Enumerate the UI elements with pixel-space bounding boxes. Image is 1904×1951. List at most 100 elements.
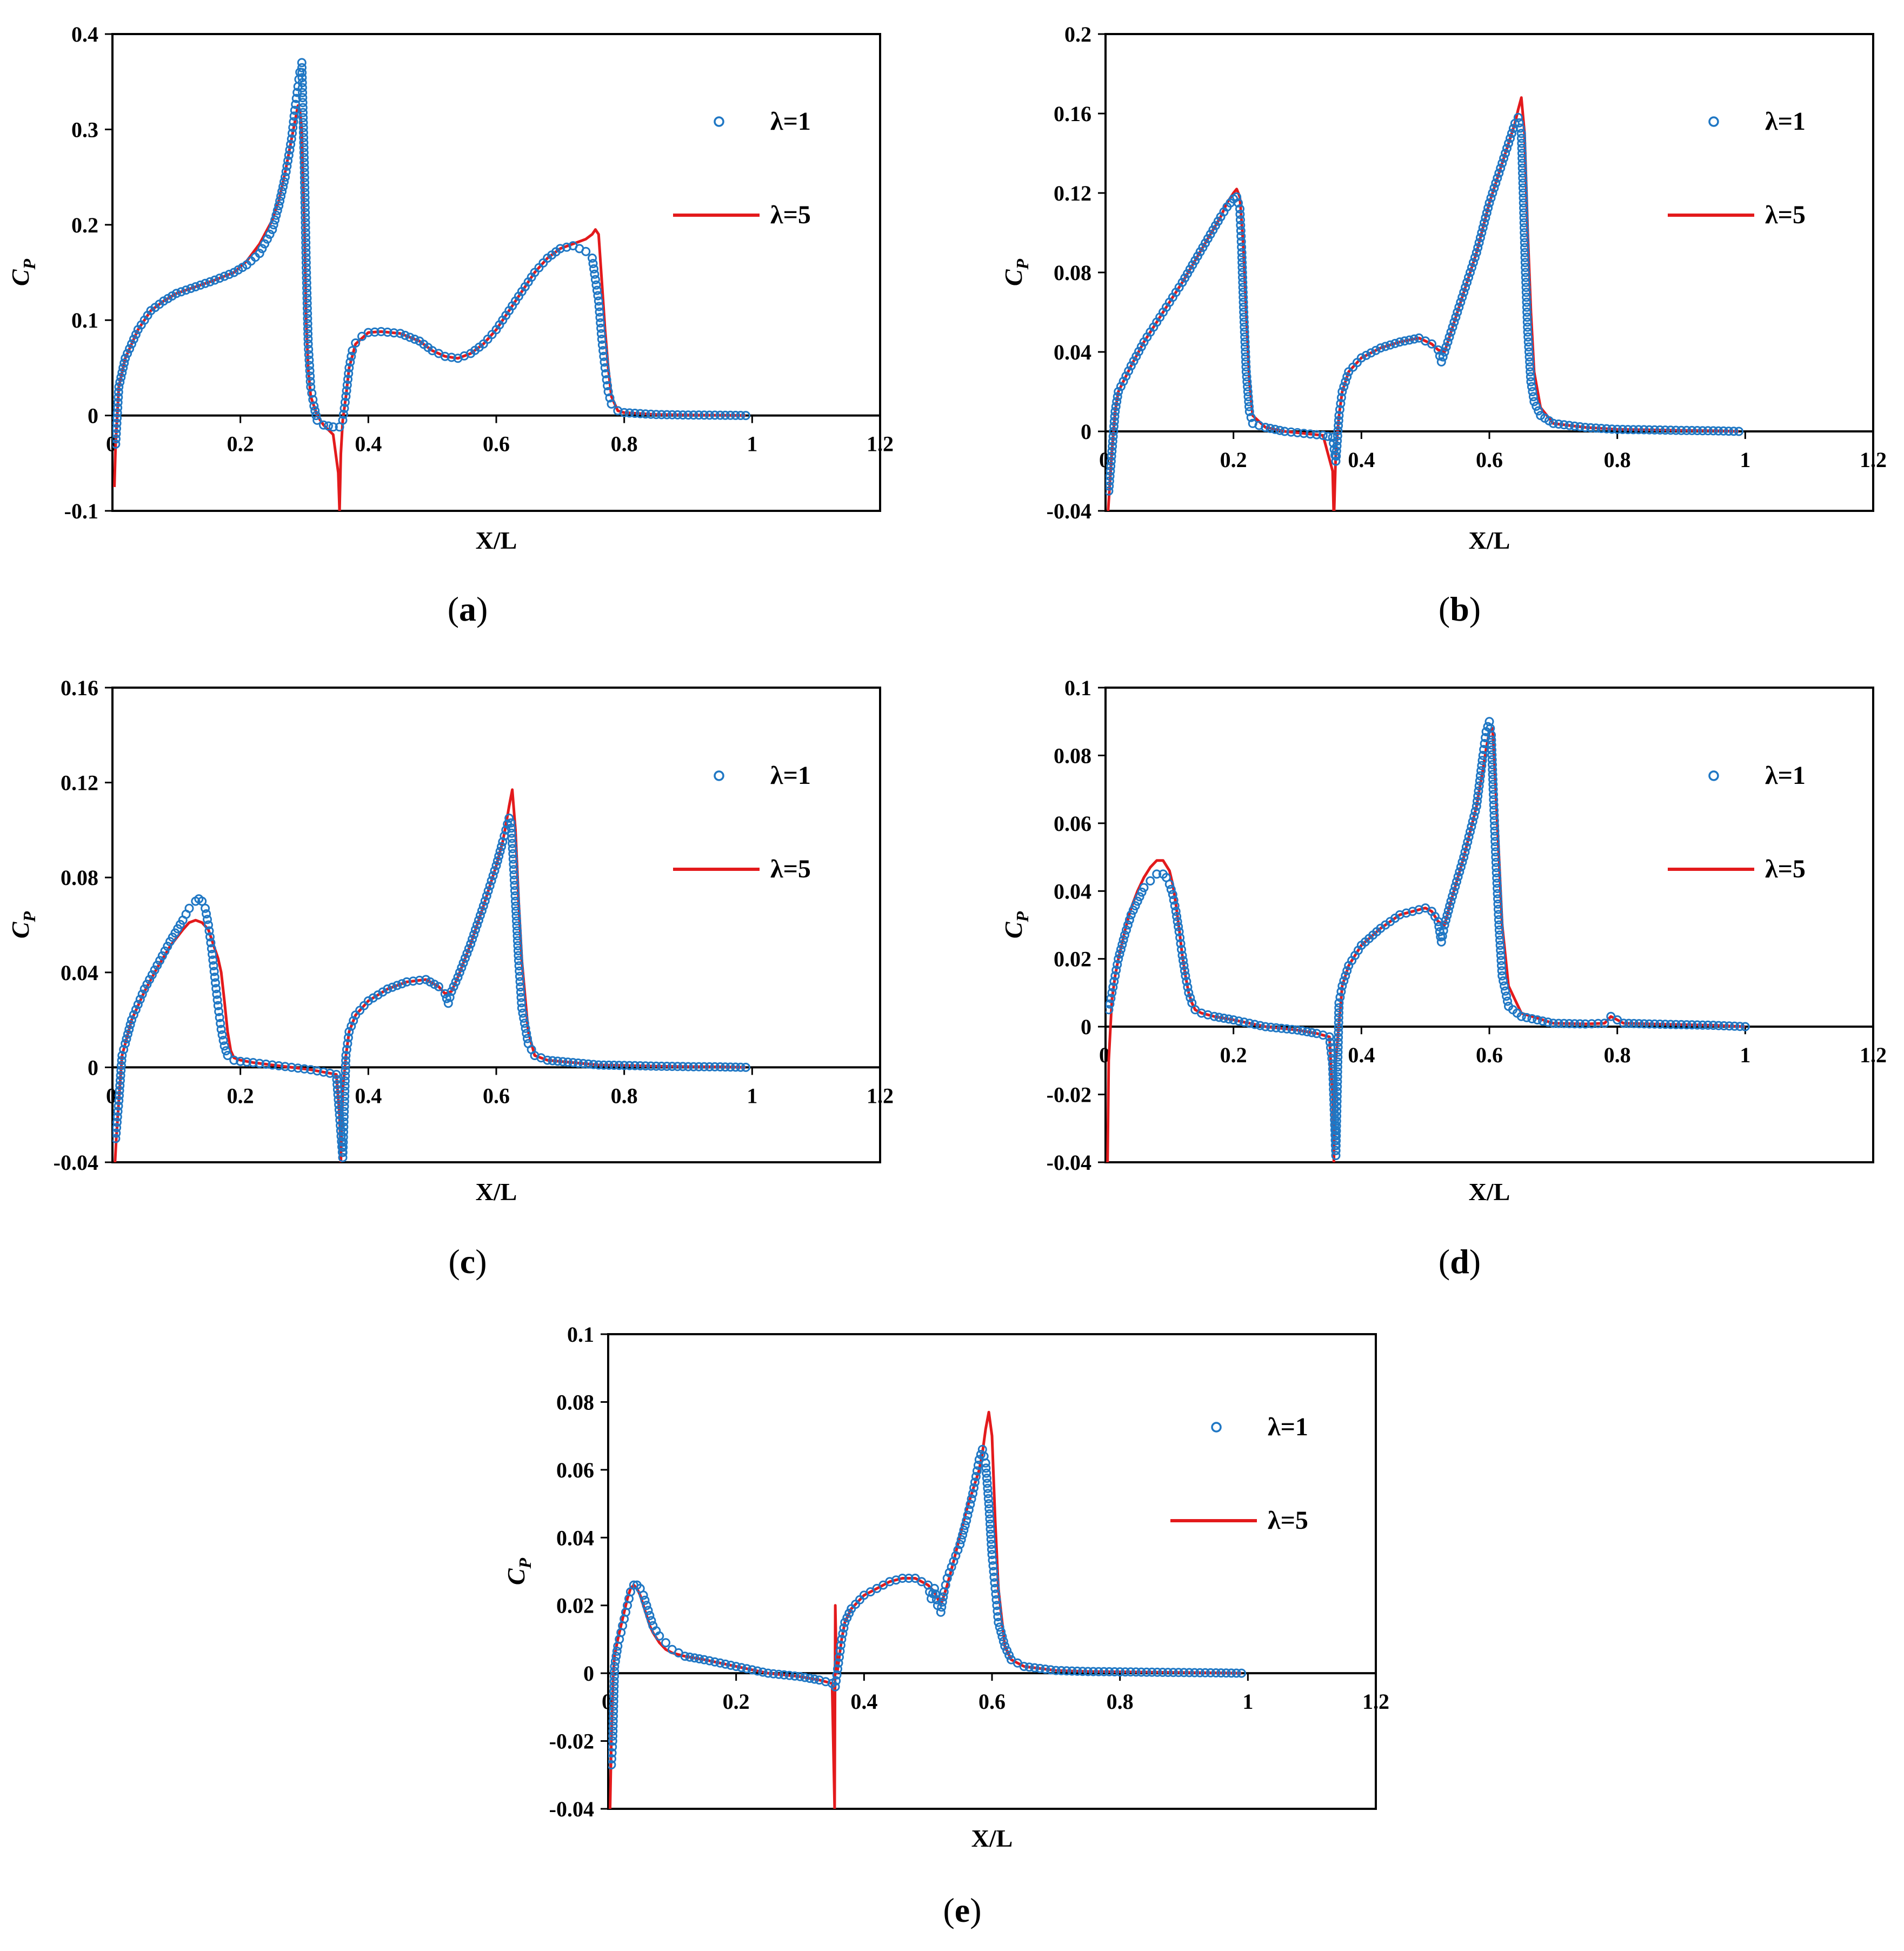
data-point-lambda1 — [405, 332, 415, 342]
data-point-lambda1 — [1488, 770, 1497, 780]
data-point-lambda1 — [298, 88, 308, 97]
data-point-lambda1 — [1487, 735, 1496, 745]
data-point-lambda1 — [1493, 899, 1503, 909]
data-point-lambda1 — [301, 223, 310, 232]
data-point-lambda1 — [113, 403, 123, 412]
data-point-lambda1 — [753, 1666, 762, 1676]
data-point-lambda1 — [458, 958, 468, 968]
data-point-lambda1 — [1334, 1003, 1344, 1013]
data-point-lambda1 — [667, 410, 677, 420]
y-tick-label: 0 — [88, 404, 98, 428]
data-point-lambda1 — [704, 410, 714, 420]
data-point-lambda1 — [1177, 945, 1186, 954]
data-point-lambda1 — [1526, 367, 1535, 377]
data-point-lambda1 — [736, 1062, 745, 1072]
data-point-lambda1 — [1332, 451, 1341, 461]
data-point-lambda1 — [1244, 397, 1254, 407]
data-point-lambda1 — [1602, 424, 1612, 434]
data-point-lambda1 — [1735, 1022, 1745, 1031]
x-tick-label: 0.4 — [1348, 1043, 1375, 1067]
data-point-lambda1 — [302, 263, 311, 272]
y-axis-title-main: C — [1000, 921, 1027, 938]
data-point-lambda1 — [1693, 1020, 1702, 1030]
data-point-lambda1 — [292, 88, 302, 97]
data-point-lambda1 — [219, 1041, 229, 1051]
data-point-lambda1 — [262, 234, 272, 244]
y-axis-title-subscript: P — [515, 1557, 535, 1569]
data-point-lambda1 — [344, 369, 354, 378]
data-point-lambda1 — [1241, 362, 1251, 372]
data-point-lambda1 — [1613, 424, 1622, 434]
data-point-lambda1 — [574, 1058, 583, 1068]
data-point-lambda1 — [477, 906, 487, 916]
y-tick-label: 0.06 — [556, 1458, 594, 1482]
data-point-lambda1 — [1491, 178, 1501, 188]
data-point-lambda1 — [1331, 1141, 1341, 1150]
data-point-lambda1 — [1521, 268, 1530, 277]
data-point-lambda1 — [1169, 895, 1179, 905]
data-point-lambda1 — [301, 208, 310, 217]
x-tick-label: 1.2 — [1860, 448, 1887, 472]
data-point-lambda1 — [305, 361, 314, 370]
data-point-lambda1 — [609, 1701, 618, 1711]
data-point-lambda1 — [721, 1659, 730, 1669]
data-point-lambda1 — [596, 329, 606, 338]
data-point-lambda1 — [255, 249, 264, 258]
data-point-lambda1 — [297, 73, 307, 83]
data-point-lambda1 — [338, 1142, 348, 1152]
data-point-lambda1 — [949, 1556, 958, 1566]
data-point-lambda1 — [830, 1682, 840, 1692]
data-point-lambda1 — [583, 1059, 593, 1069]
data-point-lambda1 — [205, 932, 215, 942]
data-point-lambda1 — [612, 1646, 622, 1656]
data-point-lambda1 — [1409, 334, 1419, 344]
data-point-lambda1 — [1109, 427, 1119, 436]
data-point-lambda1 — [305, 371, 315, 381]
data-point-lambda1 — [904, 1574, 914, 1583]
data-point-lambda1 — [1538, 1016, 1548, 1026]
data-point-lambda1 — [117, 1051, 127, 1060]
data-point-lambda1 — [1650, 425, 1660, 435]
data-point-lambda1 — [657, 1061, 667, 1071]
data-point-lambda1 — [1381, 342, 1390, 351]
data-point-lambda1 — [1119, 376, 1128, 386]
data-point-lambda1 — [835, 1652, 844, 1662]
data-point-lambda1 — [951, 1551, 961, 1561]
data-point-lambda1 — [184, 903, 194, 913]
data-point-lambda1 — [1019, 1662, 1029, 1672]
data-point-lambda1 — [112, 1128, 121, 1138]
data-point-lambda1 — [1489, 795, 1499, 804]
data-point-lambda1 — [1506, 134, 1515, 143]
data-point-lambda1 — [543, 1055, 552, 1065]
y-tick-label: 0 — [1081, 420, 1091, 444]
data-point-lambda1 — [383, 984, 392, 994]
data-point-lambda1 — [662, 410, 672, 420]
data-point-lambda1 — [300, 178, 309, 188]
data-point-lambda1 — [196, 280, 205, 290]
data-point-lambda1 — [1687, 425, 1697, 435]
data-point-lambda1 — [1240, 322, 1249, 332]
data-point-lambda1 — [1473, 243, 1483, 252]
data-point-lambda1 — [1002, 1646, 1012, 1655]
data-point-lambda1 — [341, 391, 351, 401]
data-point-lambda1 — [1714, 1021, 1723, 1030]
data-point-lambda1 — [482, 891, 491, 901]
data-point-lambda1 — [589, 264, 598, 274]
data-point-lambda1 — [1481, 213, 1490, 223]
plot-frame — [111, 33, 881, 512]
data-point-lambda1 — [969, 1483, 978, 1493]
data-point-lambda1 — [1241, 352, 1250, 362]
data-point-lambda1 — [209, 967, 219, 976]
data-point-lambda1 — [212, 995, 222, 1005]
data-point-lambda1 — [363, 328, 373, 337]
data-point-lambda1 — [1475, 771, 1485, 781]
data-point-lambda1 — [1523, 337, 1533, 347]
data-point-lambda1 — [832, 1670, 842, 1680]
data-point-lambda1 — [221, 1046, 231, 1056]
data-point-lambda1 — [1056, 1666, 1066, 1675]
data-point-lambda1 — [608, 1726, 618, 1736]
data-point-lambda1 — [638, 1590, 648, 1600]
data-point-lambda1 — [1477, 756, 1487, 765]
data-point-lambda1 — [1170, 901, 1180, 910]
data-point-lambda1 — [343, 1039, 352, 1048]
